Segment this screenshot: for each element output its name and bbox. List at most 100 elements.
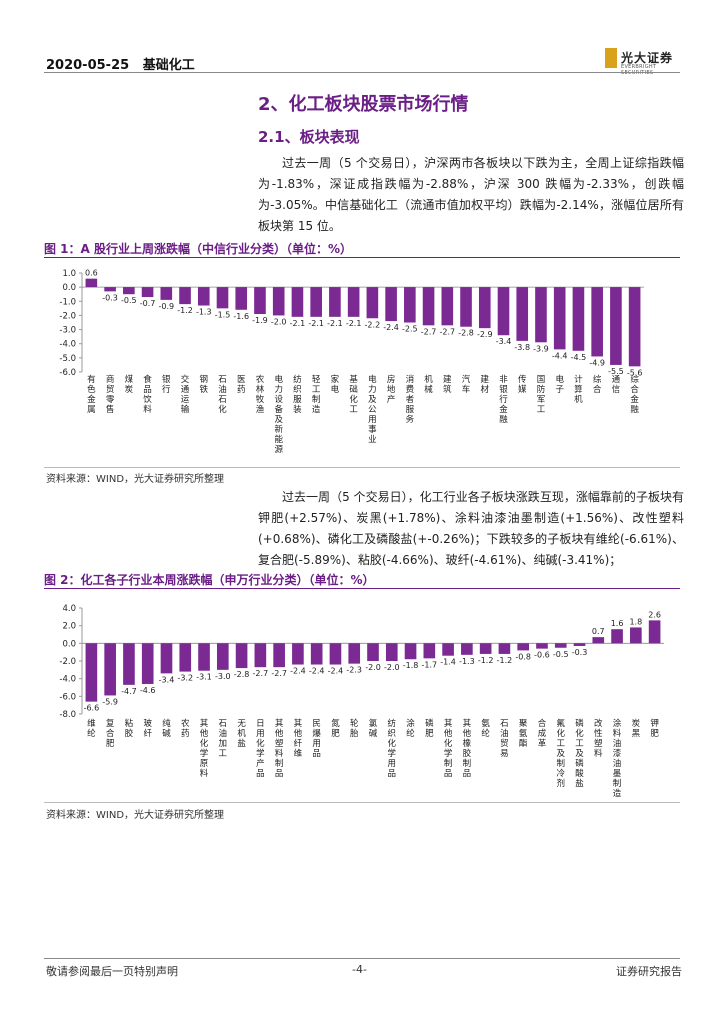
y-tick-label: 2.0 bbox=[62, 622, 76, 632]
y-tick-label: -3.0 bbox=[59, 326, 76, 336]
category-label: 涂料油漆油墨制造 bbox=[613, 718, 622, 798]
bar bbox=[292, 643, 304, 665]
data-label: -1.3 bbox=[196, 308, 212, 317]
data-label: 0.6 bbox=[85, 269, 98, 278]
category-label: 其他化学原料 bbox=[200, 719, 209, 779]
data-label: -2.4 bbox=[290, 667, 306, 676]
bar bbox=[592, 637, 605, 644]
data-label: -4.9 bbox=[589, 358, 605, 367]
category-label: 传媒 bbox=[518, 374, 527, 395]
section-title: 2、化工板块股票市场行情 bbox=[258, 94, 469, 115]
category-label: 汽车 bbox=[462, 374, 471, 395]
data-label: -1.9 bbox=[252, 316, 268, 325]
category-label: 电子 bbox=[555, 374, 564, 395]
data-label: -2.0 bbox=[271, 317, 287, 326]
bar bbox=[104, 287, 116, 292]
bar bbox=[123, 287, 135, 295]
category-label: 合成革 bbox=[538, 718, 547, 749]
bar bbox=[479, 643, 492, 654]
data-label: -0.7 bbox=[140, 299, 156, 308]
header-divider bbox=[44, 72, 680, 73]
category-label: 维纶 bbox=[87, 718, 96, 739]
data-label: -0.3 bbox=[572, 648, 588, 657]
category-label: 炭黑 bbox=[632, 719, 641, 739]
header-date: 2020-05-25 bbox=[46, 58, 130, 73]
category-label: 农林牧渔 bbox=[256, 374, 265, 415]
data-label: -4.5 bbox=[571, 353, 587, 362]
bar bbox=[573, 643, 586, 646]
category-label: 电力及公用事业 bbox=[368, 374, 377, 445]
category-label: 银行 bbox=[162, 374, 171, 395]
data-label: -1.6 bbox=[233, 312, 249, 321]
data-label: -3.1 bbox=[196, 673, 212, 682]
bar bbox=[291, 287, 304, 317]
category-label: 石油贸易 bbox=[500, 719, 509, 759]
bar bbox=[254, 287, 266, 315]
bar bbox=[441, 287, 454, 326]
data-label: -4.7 bbox=[121, 687, 137, 696]
header-date-topic: 2020-05-25 基础化工 bbox=[46, 54, 195, 73]
bar bbox=[516, 287, 529, 341]
data-label: -2.9 bbox=[477, 330, 493, 339]
y-tick-label: -4.0 bbox=[59, 340, 76, 350]
bar bbox=[498, 643, 511, 654]
bar bbox=[553, 287, 566, 350]
category-label: 煤炭 bbox=[125, 374, 134, 395]
bar bbox=[497, 287, 510, 336]
category-label: 磷肥 bbox=[425, 718, 434, 739]
data-label: -1.2 bbox=[478, 656, 494, 665]
bar bbox=[404, 643, 417, 660]
data-label: -2.3 bbox=[346, 666, 362, 675]
bar bbox=[179, 643, 192, 672]
bar bbox=[179, 287, 191, 305]
category-label: 玻纤 bbox=[143, 718, 152, 739]
bar bbox=[611, 629, 623, 644]
bar bbox=[554, 643, 567, 648]
category-label: 钾肥 bbox=[650, 718, 659, 739]
bar bbox=[235, 643, 248, 669]
category-label: 农药 bbox=[181, 718, 190, 739]
bar bbox=[460, 287, 472, 327]
bar bbox=[536, 643, 548, 649]
bar bbox=[478, 287, 491, 329]
category-label: 其他纤维 bbox=[294, 719, 303, 759]
data-label: -2.4 bbox=[309, 667, 325, 676]
bar bbox=[197, 287, 210, 306]
data-label: -2.0 bbox=[384, 663, 400, 672]
data-label: -0.3 bbox=[102, 293, 118, 302]
category-label: 建筑 bbox=[443, 374, 452, 395]
bar bbox=[273, 643, 285, 668]
category-label: 聚氨酯 bbox=[519, 719, 528, 749]
data-label: -2.8 bbox=[234, 670, 250, 679]
category-label: 纺织服装 bbox=[293, 374, 302, 415]
data-label: -2.1 bbox=[327, 319, 343, 328]
category-label: 国防军工 bbox=[537, 375, 546, 415]
bar bbox=[422, 287, 435, 326]
data-label: -3.9 bbox=[533, 344, 549, 353]
category-label: 石油石化 bbox=[218, 375, 227, 415]
data-label: -1.4 bbox=[440, 658, 456, 667]
data-label: -1.7 bbox=[422, 660, 438, 669]
figure2-source: 资料来源：WIND，光大证券研究所整理 bbox=[46, 810, 225, 821]
category-label: 钢铁 bbox=[200, 374, 209, 395]
footer-report-type: 证券研究报告 bbox=[616, 965, 682, 978]
bar bbox=[235, 287, 248, 310]
category-label: 房地产 bbox=[387, 374, 396, 405]
category-label: 纺织化学用品 bbox=[388, 718, 397, 779]
data-label: 0.7 bbox=[592, 627, 605, 636]
logo-cn: 光大证券 bbox=[621, 51, 674, 65]
bar bbox=[329, 287, 341, 317]
data-label: 1.6 bbox=[611, 619, 624, 628]
category-label: 建材 bbox=[481, 374, 490, 395]
figure2-title: 图 2：化工各子行业本周涨跌幅（申万行业分类）（单位：%） bbox=[44, 573, 375, 587]
category-label: 其他化学制品 bbox=[444, 719, 453, 779]
data-label: -5.9 bbox=[102, 697, 118, 706]
bar bbox=[85, 278, 98, 288]
bar bbox=[104, 643, 116, 696]
category-label: 轻工制造 bbox=[312, 374, 321, 415]
data-label: -3.4 bbox=[159, 675, 175, 684]
category-label: 机械 bbox=[424, 374, 433, 395]
bar bbox=[423, 643, 436, 659]
logo: 光大证券 EVERBRIGHT SECURITIES bbox=[605, 48, 685, 76]
category-label: 纯碱 bbox=[162, 718, 171, 739]
